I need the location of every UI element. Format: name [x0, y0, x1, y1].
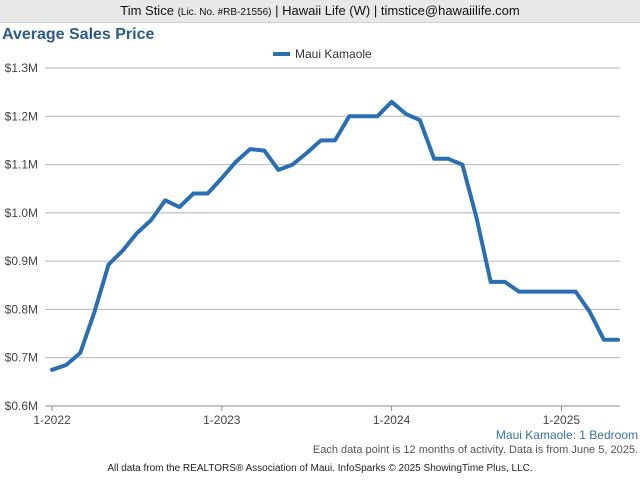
series-line [50, 99, 620, 372]
y-tick-label: $0.6M [5, 399, 38, 413]
license-number: (Lic. No. #RB-21556) [177, 7, 272, 18]
y-tick-label: $1.0M [5, 206, 38, 220]
chart-title: Average Sales Price [2, 26, 155, 43]
y-tick-label: $1.3M [5, 61, 38, 75]
data-note: Each data point is 12 months of activity… [312, 444, 638, 456]
x-tick-label: 1-2025 [543, 413, 581, 427]
x-axis-ticks: 1-2022 1-2023 1-2024 1-2025 [33, 406, 580, 427]
x-tick-label: 1-2024 [373, 413, 411, 427]
x-tick-label: 1-2023 [203, 413, 241, 427]
y-tick-label: $0.9M [5, 254, 38, 268]
grid-lines [45, 67, 620, 407]
y-tick-label: $0.7M [5, 351, 38, 365]
legend: Maui Kamaole [273, 47, 372, 61]
legend-label: Maui Kamaole [295, 47, 372, 61]
y-tick-label: $1.1M [5, 158, 38, 172]
agent-name: Tim Stice [120, 3, 174, 18]
header-bar: Tim Stice (Lic. No. #RB-21556) | Hawaii … [0, 0, 640, 23]
agent-details: | Hawaii Life (W) | timstice@hawaiilife.… [275, 3, 520, 18]
chart-caption: Maui Kamaole: 1 Bedroom [495, 428, 638, 442]
y-tick-label: $0.8M [5, 302, 38, 316]
series-lines [50, 99, 620, 372]
x-tick-label: 1-2022 [33, 413, 71, 427]
y-axis-ticks: $0.6M $0.7M $0.8M $0.9M $1.0M $1.1M $1.2M $1.3M [5, 61, 38, 413]
footer-credit: All data from the REALTORS® Association … [107, 463, 533, 474]
y-tick-label: $1.2M [5, 109, 38, 123]
